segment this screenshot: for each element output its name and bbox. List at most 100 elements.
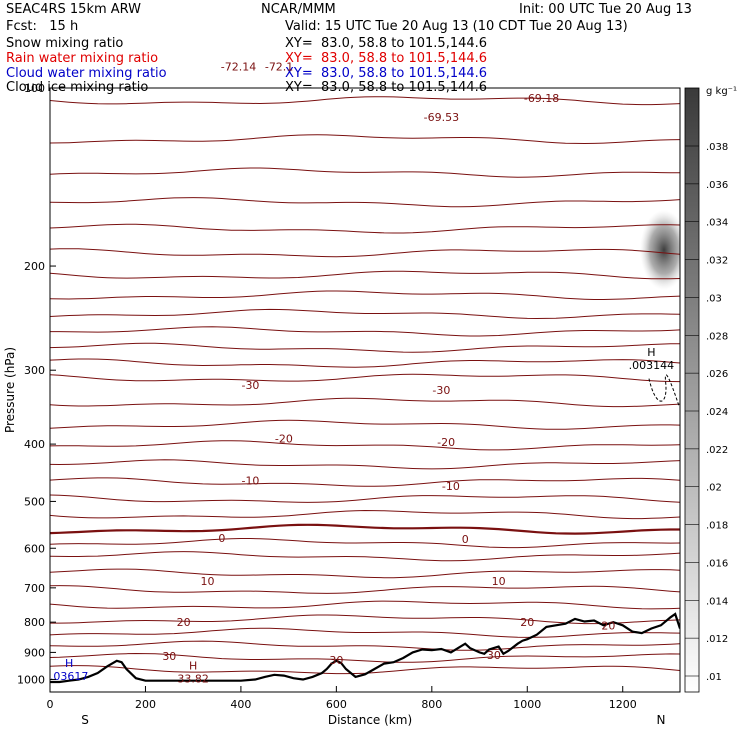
contour-label: -72.1: [265, 61, 293, 74]
colorbar-label: .026: [706, 369, 728, 380]
colorbar-gradient: [684, 87, 700, 693]
isotherm-line: [50, 523, 680, 535]
y-tick-label: 700: [24, 582, 45, 595]
colorbar-unit: g kg⁻¹: [706, 86, 737, 97]
y-tick-label: 500: [24, 495, 45, 508]
colorbar-label: .03: [706, 293, 722, 304]
isotherm-line: [50, 397, 680, 408]
colorbar-label: .01: [706, 672, 722, 683]
field-name-rain: Rain water mixing ratio: [6, 51, 159, 66]
contour-label: -69.53: [424, 111, 459, 124]
colorbar-label: .022: [706, 445, 728, 456]
y-axis-title: Pressure (hPa): [3, 347, 17, 433]
contour-label: -20: [437, 436, 455, 449]
contour-label: -20: [275, 432, 293, 445]
contour-labels: -72.14 -72.1 -69.53 -69.18 -30 -30 -20 -20 -10 -1…: [162, 61, 615, 667]
x-tick-label: 0: [47, 698, 54, 711]
field-xy-rain: XY= 83.0, 58.8 to 101.5,144.6: [285, 51, 488, 66]
field-xy-snow: XY= 83.0, 58.8 to 101.5,144.6: [285, 36, 488, 51]
contour-label: 20: [520, 616, 534, 629]
field-xy-cloud-water: XY= 83.0, 58.8 to 101.5,144.6: [285, 66, 488, 81]
contour-label: 30: [487, 649, 501, 662]
contour-label: 20: [601, 619, 615, 632]
contour-label: 0: [462, 533, 469, 546]
contour-label: -30: [241, 379, 259, 392]
colorbar-label: .024: [706, 407, 728, 418]
plot-frame: [49, 87, 681, 693]
x-tick-label: 1200: [609, 698, 637, 711]
isotherm-line: [50, 614, 680, 625]
y-axis-ticks: 100 200 300 400 500 600 700 800 900 1000: [17, 82, 56, 686]
contour-label: 10: [201, 575, 215, 588]
extremum-mark: H: [65, 657, 73, 670]
isotherm-line: [50, 640, 680, 651]
extremum-value: 33.82: [177, 673, 209, 686]
isotherm-line: [50, 665, 680, 675]
cloud-ice-shading: [640, 210, 680, 290]
y-tick-label: 900: [24, 646, 45, 659]
isotherm-line: [50, 568, 680, 579]
valid-time: Valid: 15 UTC Tue 20 Aug 13 (10 CDT Tue …: [285, 19, 628, 34]
cloud-ice-contour-line: [648, 374, 680, 407]
field-name-snow: Snow mixing ratio: [6, 36, 124, 51]
extremum-value: .003144: [629, 359, 675, 372]
y-tick-label: 400: [24, 438, 45, 451]
isotherm-line: [50, 419, 680, 430]
isotherm-line: [50, 538, 680, 549]
colorbar: g kg⁻¹ .038 .036 .034 .032 .03 .028 .026 .024 .0…: [684, 86, 737, 693]
y-tick-label: 100: [24, 82, 45, 95]
isotherm-line: [50, 494, 680, 503]
colorbar-label: .014: [706, 596, 728, 607]
y-tick-label: 300: [24, 364, 45, 377]
x-tick-label: 1000: [513, 698, 541, 711]
isotherm-line: [50, 223, 680, 234]
isotherm-line: [50, 134, 680, 145]
extremum-mark: H: [647, 346, 655, 359]
x-tick-label: 200: [135, 698, 156, 711]
isotherm-line: [50, 248, 680, 258]
isotherm-line: [50, 585, 680, 594]
x-tick-label: 600: [326, 698, 347, 711]
isotherm-line: [50, 440, 680, 451]
colorbar-label: .028: [706, 331, 728, 342]
isotherm-line: [50, 551, 680, 562]
y-tick-label: 200: [24, 260, 45, 273]
isotherm-line: [50, 627, 680, 638]
isotherm-line: [50, 509, 680, 520]
left-endpoint-label: S: [81, 713, 89, 727]
y-tick-label: 800: [24, 616, 45, 629]
isotherm-line: [50, 96, 680, 106]
x-tick-label: 800: [421, 698, 442, 711]
model-title: SEAC4RS 15km ARW: [6, 2, 142, 17]
right-endpoint-label: N: [657, 713, 666, 727]
isotherm-line: [50, 342, 680, 353]
isotherm-line: [50, 197, 680, 208]
isotherm-line: [50, 459, 680, 470]
colorbar-label: .034: [706, 218, 728, 229]
isotherm-line: [50, 477, 680, 487]
contour-label: 30: [162, 650, 176, 663]
contour-label: 10: [492, 575, 506, 588]
temperature-contours: [50, 96, 680, 675]
colorbar-label: .032: [706, 256, 728, 267]
isotherm-line: [50, 270, 680, 280]
y-tick-label: 600: [24, 542, 45, 555]
cloud-ice-contour: [648, 374, 680, 407]
isotherm-line: [50, 373, 680, 383]
extremum-value: .03617: [50, 670, 89, 683]
x-tick-label: 400: [230, 698, 251, 711]
forecast-hour: Fcst: 15 h: [6, 19, 79, 34]
colorbar-label: .02: [706, 483, 722, 494]
contour-label: 20: [177, 616, 191, 629]
colorbar-label: .036: [706, 180, 728, 191]
isotherm-line: [50, 358, 680, 368]
x-axis-title: Distance (km): [328, 713, 412, 727]
y-tick-label: 1000: [17, 673, 45, 686]
contour-label: -69.18: [524, 92, 559, 105]
contour-label: 30: [329, 654, 343, 667]
contour-label: -72.14: [221, 61, 256, 74]
isotherm-line: [50, 167, 680, 178]
isotherm-line: [50, 290, 680, 300]
terrain-line: [50, 612, 680, 684]
